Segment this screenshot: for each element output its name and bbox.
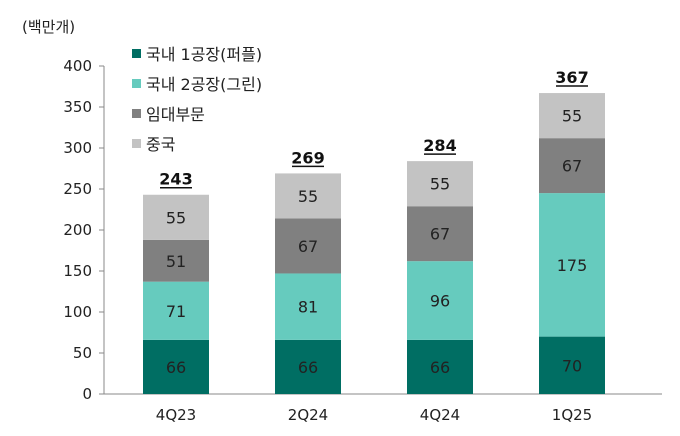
legend-swatch-plant2	[132, 78, 141, 88]
bar-segment	[539, 193, 605, 337]
segment-value-label: 51	[166, 252, 186, 271]
legend-swatch-lease	[132, 108, 141, 118]
segment-value-label: 66	[430, 358, 450, 377]
segment-value-label: 67	[430, 225, 450, 244]
segment-value-label: 67	[298, 237, 318, 256]
legend-item-china: 중국	[132, 128, 262, 158]
x-tick-label: 1Q25	[552, 406, 592, 424]
segment-value-label: 70	[562, 356, 582, 375]
y-tick-label: 400	[63, 57, 92, 75]
bar-segment	[407, 161, 473, 207]
bar-segment	[143, 194, 209, 240]
bar-segment	[275, 218, 341, 274]
bar-segment	[143, 239, 209, 282]
unit-label: (백만개)	[22, 18, 76, 36]
bar-segment	[143, 339, 209, 394]
segment-value-label: 55	[166, 208, 186, 227]
segment-value-label: 66	[166, 358, 186, 377]
legend-item-plant2: 국내 2공장(그린)	[132, 68, 262, 98]
segment-value-label: 55	[562, 107, 582, 126]
y-tick-label: 50	[73, 344, 92, 362]
bar-segment	[275, 339, 341, 394]
total-value-label: 284	[423, 136, 456, 155]
bar-segment	[539, 138, 605, 194]
legend-label-lease: 임대부문	[146, 105, 205, 124]
legend-label-china: 중국	[146, 135, 176, 154]
y-tick-label: 150	[63, 262, 92, 280]
segment-value-label: 55	[430, 175, 450, 194]
bar-segment	[143, 281, 209, 340]
bar-segment	[539, 336, 605, 394]
y-tick-label: 0	[82, 385, 92, 403]
bar-segment	[407, 339, 473, 394]
x-tick-label: 2Q24	[288, 406, 328, 424]
y-tick-label: 200	[63, 221, 92, 239]
x-tick-label: 4Q24	[420, 406, 460, 424]
legend-swatch-china	[132, 138, 141, 148]
y-tick-label: 250	[63, 180, 92, 198]
legend-swatch-plant1	[132, 48, 141, 58]
segment-value-label: 55	[298, 187, 318, 206]
segment-value-label: 71	[166, 302, 186, 321]
bar-segment	[539, 93, 605, 139]
legend-item-plant1: 국내 1공장(퍼플)	[132, 38, 262, 68]
segment-value-label: 66	[298, 358, 318, 377]
bar-segment	[275, 173, 341, 219]
y-tick-label: 300	[63, 139, 92, 157]
y-tick-label: 100	[63, 303, 92, 321]
y-tick-label: 350	[63, 98, 92, 116]
total-value-label: 269	[291, 148, 324, 167]
legend-item-lease: 임대부문	[132, 98, 262, 128]
legend-label-plant1: 국내 1공장(퍼플)	[146, 45, 263, 64]
segment-value-label: 81	[298, 298, 318, 317]
legend-label-plant2: 국내 2공장(그린)	[146, 75, 263, 94]
segment-value-label: 96	[430, 292, 450, 311]
bar-segment	[275, 273, 341, 340]
x-tick-label: 4Q23	[156, 406, 196, 424]
legend: 국내 1공장(퍼플) 국내 2공장(그린) 임대부문 중국	[132, 38, 262, 158]
bar-segment	[407, 261, 473, 340]
total-value-label: 367	[555, 68, 588, 87]
bar-segment	[407, 206, 473, 262]
segment-value-label: 175	[557, 256, 588, 275]
total-value-label: 243	[159, 170, 192, 189]
segment-value-label: 67	[562, 157, 582, 176]
